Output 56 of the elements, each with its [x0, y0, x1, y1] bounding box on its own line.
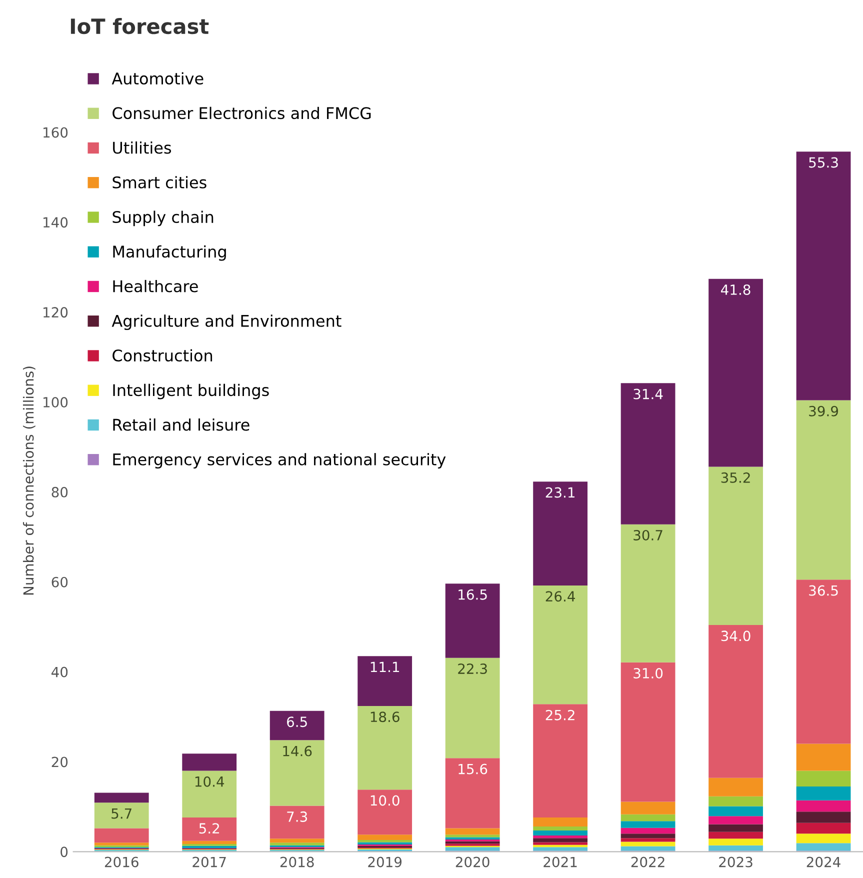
data-label: 22.3	[458, 664, 487, 674]
data-label: 31.4	[634, 388, 663, 400]
chart-title: IoT forecast	[70, 18, 209, 34]
data-label: 11.1	[370, 662, 400, 672]
x-tick-label: 2023	[719, 856, 752, 868]
x-tick-label: 2016	[104, 856, 138, 868]
data-label: 18.6	[370, 712, 400, 722]
y-tick-label: 20	[52, 756, 68, 768]
legend-label: Manufacturing	[113, 245, 226, 261]
x-tick-label: 2020	[456, 856, 490, 868]
y-tick-label: 80	[52, 486, 68, 498]
y-axis-title: Number of connections (millions)	[22, 366, 36, 595]
data-label: 41.8	[720, 284, 750, 295]
legend-label: Supply chain	[112, 210, 214, 226]
y-tick-label: 100	[44, 396, 68, 408]
data-label: 39.9	[809, 406, 838, 416]
legend-label: Smart cities	[112, 176, 206, 188]
legend-label: Utilities	[113, 141, 172, 154]
legend-label: Agriculture and Environment	[112, 314, 342, 330]
data-label: 23.1	[546, 487, 574, 498]
legend-label: Retail and leisure	[113, 418, 250, 431]
data-label: 15.6	[458, 764, 488, 774]
data-label: 5.7	[112, 808, 132, 819]
data-label: 14.6	[283, 746, 312, 756]
y-tick-label: 40	[52, 666, 68, 678]
data-label: 34.0	[721, 630, 750, 642]
data-label: 31.0	[634, 668, 663, 679]
y-tick-label: 120	[44, 307, 68, 318]
y-tick-label: 140	[44, 217, 68, 228]
data-label: 25.2	[546, 710, 574, 720]
data-label: 35.2	[721, 472, 750, 483]
data-label: 55.3	[809, 157, 838, 168]
legend-label: Construction	[112, 349, 212, 362]
legend-label: Consumer Electronics and FMCG	[112, 106, 371, 120]
x-tick-label: 2022	[631, 856, 664, 868]
x-tick-label: 2018	[280, 856, 314, 868]
x-tick-label: 2021	[544, 856, 577, 868]
x-tick-label: 2019	[368, 856, 402, 868]
y-tick-label: 160	[44, 127, 68, 138]
x-tick-label: 2017	[192, 856, 226, 868]
data-label: 16.5	[458, 589, 487, 600]
data-label: 7.3	[287, 811, 308, 822]
data-label: 10.0	[370, 795, 400, 806]
data-label: 6.5	[287, 716, 307, 728]
legend-label: Intelligent buildings	[113, 384, 269, 400]
data-label: 36.5	[809, 585, 838, 596]
legend-label: Healthcare	[113, 280, 198, 292]
data-label: 10.4	[195, 776, 224, 787]
legend-label: Automotive	[112, 72, 204, 85]
legend-label: Emergency services and national security	[113, 453, 446, 469]
data-label: 5.2	[199, 823, 220, 834]
data-label: 26.4	[546, 591, 575, 602]
y-tick-label: 0	[60, 846, 68, 858]
y-tick-label: 60	[52, 576, 68, 588]
x-tick-label: 2024	[806, 856, 840, 868]
data-label: 30.7	[634, 530, 662, 540]
